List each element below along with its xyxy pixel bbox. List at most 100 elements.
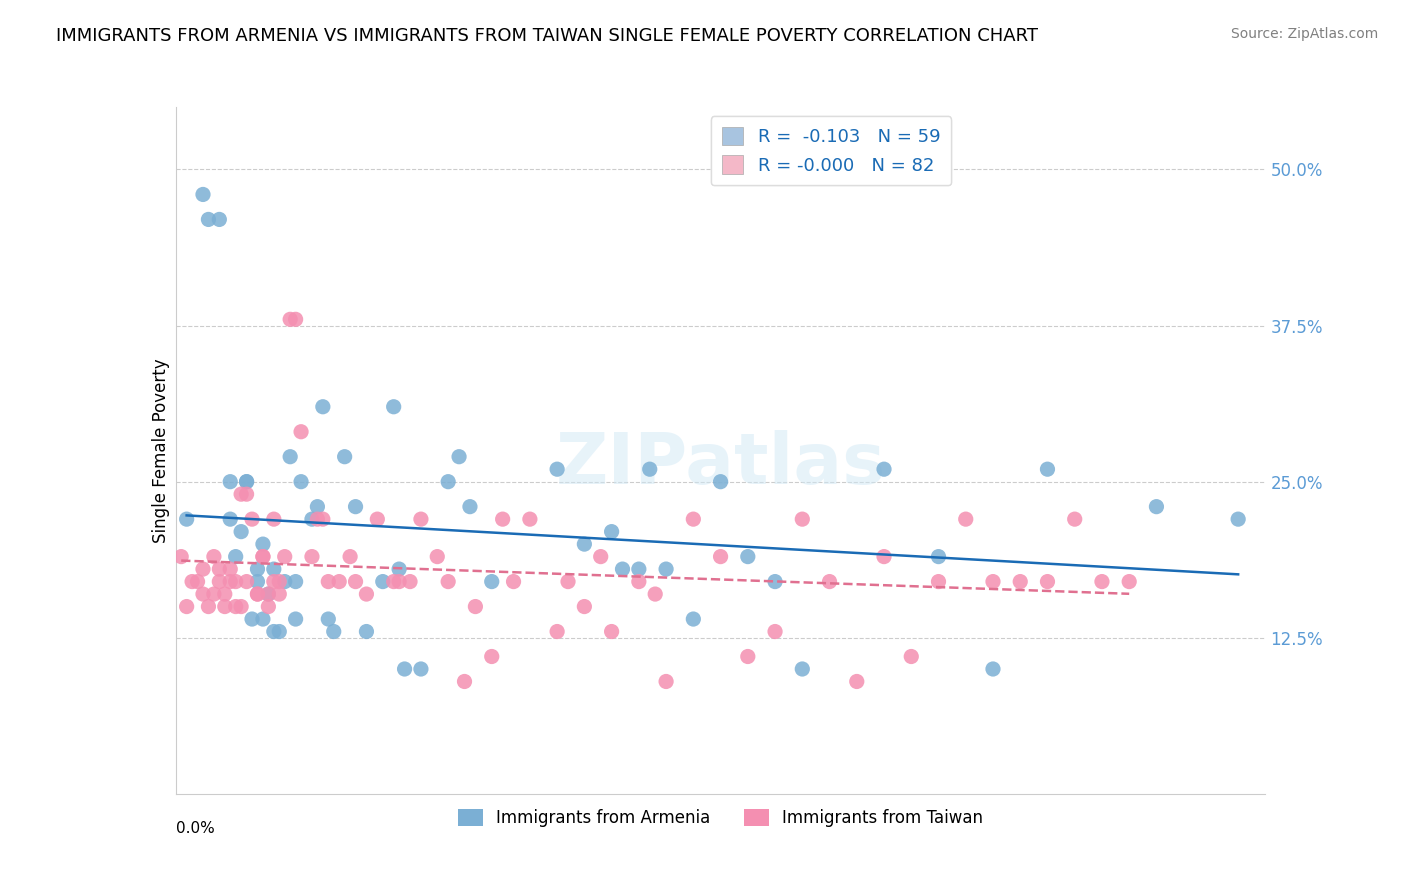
Point (409, 512, 432, 526)
Point (301, 549, 323, 564)
Point (231, 487, 253, 501)
Point (682, 512, 704, 526)
Point (176, 512, 198, 526)
Point (710, 549, 733, 564)
Point (1063, 512, 1085, 526)
Point (214, 599, 236, 614)
Point (269, 574, 291, 589)
Point (191, 562, 214, 576)
Point (356, 587, 378, 601)
Point (481, 574, 503, 589)
Point (1118, 574, 1140, 589)
Point (1036, 574, 1059, 589)
Point (388, 562, 411, 576)
Point (197, 599, 219, 614)
Point (453, 674, 475, 689)
Point (627, 574, 650, 589)
Point (219, 574, 242, 589)
Point (557, 574, 579, 589)
Point (873, 549, 896, 564)
Point (447, 450, 470, 464)
Point (225, 549, 247, 564)
Point (312, 512, 335, 526)
Point (574, 537, 596, 551)
Text: 0.0%: 0.0% (176, 822, 215, 837)
Point (176, 599, 198, 614)
Point (519, 512, 541, 526)
Text: IMMIGRANTS FROM ARMENIA VS IMMIGRANTS FROM TAIWAN SINGLE FEMALE POVERTY CORRELAT: IMMIGRANTS FROM ARMENIA VS IMMIGRANTS FR… (56, 27, 1038, 45)
Point (322, 624, 344, 639)
Point (589, 549, 612, 564)
Point (356, 624, 378, 639)
Point (627, 562, 650, 576)
Text: Source: ZipAtlas.com: Source: ZipAtlas.com (1230, 27, 1378, 41)
Point (318, 612, 340, 626)
Point (290, 475, 312, 489)
Point (399, 574, 422, 589)
Point (301, 512, 323, 526)
Point (219, 475, 242, 489)
Point (371, 574, 394, 589)
Point (252, 612, 274, 626)
Point (225, 599, 247, 614)
Point (737, 649, 759, 664)
Point (208, 562, 231, 576)
Point (928, 549, 950, 564)
Point (246, 562, 269, 576)
Point (382, 400, 405, 414)
Point (437, 574, 460, 589)
Point (269, 587, 291, 601)
Y-axis label: Single Female Poverty: Single Female Poverty (152, 359, 170, 542)
Point (235, 475, 257, 489)
Point (682, 612, 704, 626)
Point (792, 512, 814, 526)
Point (263, 512, 285, 526)
Point (257, 599, 280, 614)
Point (638, 462, 661, 476)
Point (290, 425, 312, 439)
Point (600, 524, 623, 539)
Point (252, 549, 274, 564)
Point (257, 587, 280, 601)
Point (197, 212, 219, 227)
Point (426, 549, 449, 564)
Point (284, 574, 307, 589)
Point (263, 562, 285, 576)
Point (278, 450, 301, 464)
Point (252, 549, 274, 564)
Point (464, 599, 486, 614)
Point (928, 574, 950, 589)
Point (546, 462, 568, 476)
Point (231, 524, 253, 539)
Point (170, 549, 193, 564)
Point (191, 187, 214, 202)
Point (263, 624, 285, 639)
Point (388, 574, 411, 589)
Point (655, 674, 678, 689)
Point (333, 450, 356, 464)
Point (208, 212, 231, 227)
Point (274, 549, 297, 564)
Point (328, 574, 350, 589)
Point (818, 574, 841, 589)
Point (437, 475, 460, 489)
Point (344, 574, 367, 589)
Point (339, 549, 361, 564)
Point (284, 612, 307, 626)
Point (225, 574, 247, 589)
Point (394, 662, 416, 676)
Point (240, 512, 263, 526)
Point (318, 574, 340, 589)
Point (202, 549, 225, 564)
Point (546, 624, 568, 639)
Point (981, 574, 1004, 589)
Point (873, 462, 896, 476)
Point (235, 574, 257, 589)
Point (1091, 574, 1114, 589)
Point (481, 649, 503, 664)
Point (344, 500, 367, 514)
Point (202, 587, 225, 601)
Point (492, 512, 515, 526)
Point (312, 400, 335, 414)
Point (366, 512, 388, 526)
